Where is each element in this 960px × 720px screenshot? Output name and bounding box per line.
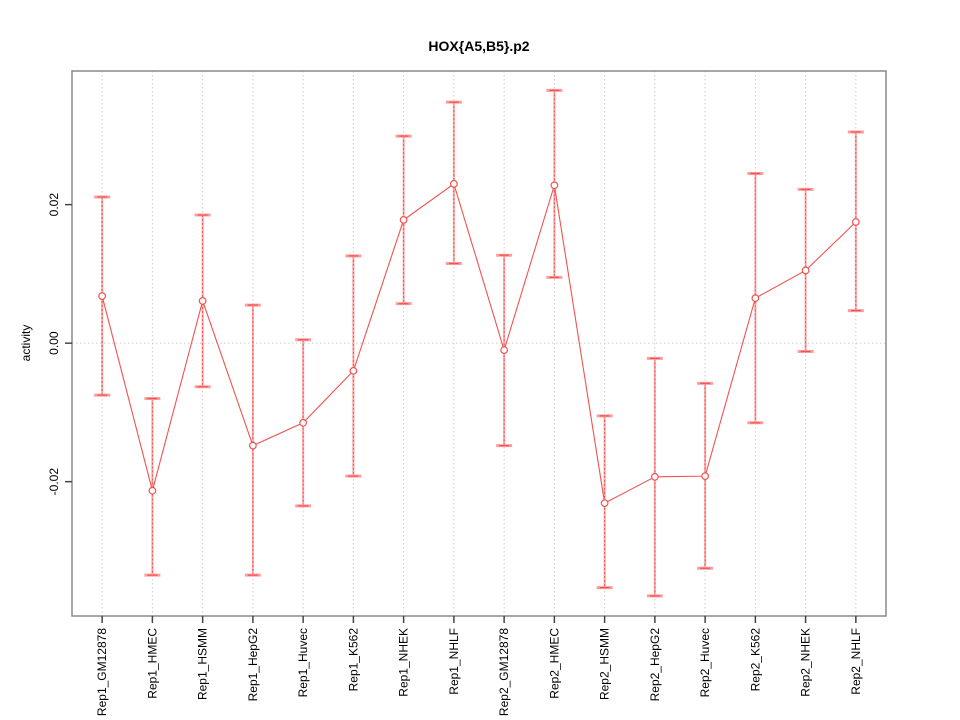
data-point [650,472,659,481]
x-tick-label: Rep2_HepG2 [648,628,662,702]
data-point [299,418,308,427]
axes: 0.02 0.00 -0.02 Rep1_GM12878 Rep1_HMEC Rep1_H… [47,70,887,716]
data-series [94,88,864,598]
x-tick-label: Rep1_NHLF [447,628,461,695]
data-point [449,179,458,188]
data-point [801,266,810,275]
x-tick-label: Rep2_HSMM [598,628,612,700]
data-point [600,499,609,508]
x-tick-label: Rep2_GM12878 [497,628,511,716]
x-tick-label: Rep1_NHEK [397,628,411,697]
data-point [198,297,207,305]
x-tick-label: Rep2_NHLF [849,628,863,695]
data-point [851,218,860,226]
data-point [399,215,408,224]
y-tick-label: -0.02 [47,468,61,496]
data-point [349,366,358,375]
x-tick-label: Rep2_Huvec [698,628,712,697]
data-point [500,346,509,354]
x-tick-label: Rep1_K562 [346,628,360,692]
data-point [98,292,107,300]
error-bar [244,303,261,577]
data-point [550,181,559,190]
x-tick-label: Rep1_HMEC [145,628,159,699]
data-point [751,294,760,303]
x-tick-label: Rep1_GM12878 [95,628,109,716]
x-tick-label: Rep1_HSMM [196,628,210,700]
gridlines [72,71,886,616]
data-point [701,472,710,481]
error-bar [345,254,362,478]
y-tick-label: 0.02 [47,193,61,217]
x-tick-label: Rep1_HepG2 [246,628,260,702]
x-tick-label: Rep1_Huvec [296,628,310,697]
y-axis-label: activity [19,325,33,362]
x-tick-label: Rep2_NHEK [799,628,813,697]
chart-title: HOX{A5,B5}.p2 [428,38,529,54]
x-tick-label: Rep2_K562 [748,628,762,692]
plot-border [71,70,887,617]
data-point [248,441,257,450]
x-tick-label: Rep2_HMEC [547,628,561,699]
y-tick-label: 0.00 [47,331,61,355]
series-line [101,182,857,504]
data-point [148,486,157,495]
